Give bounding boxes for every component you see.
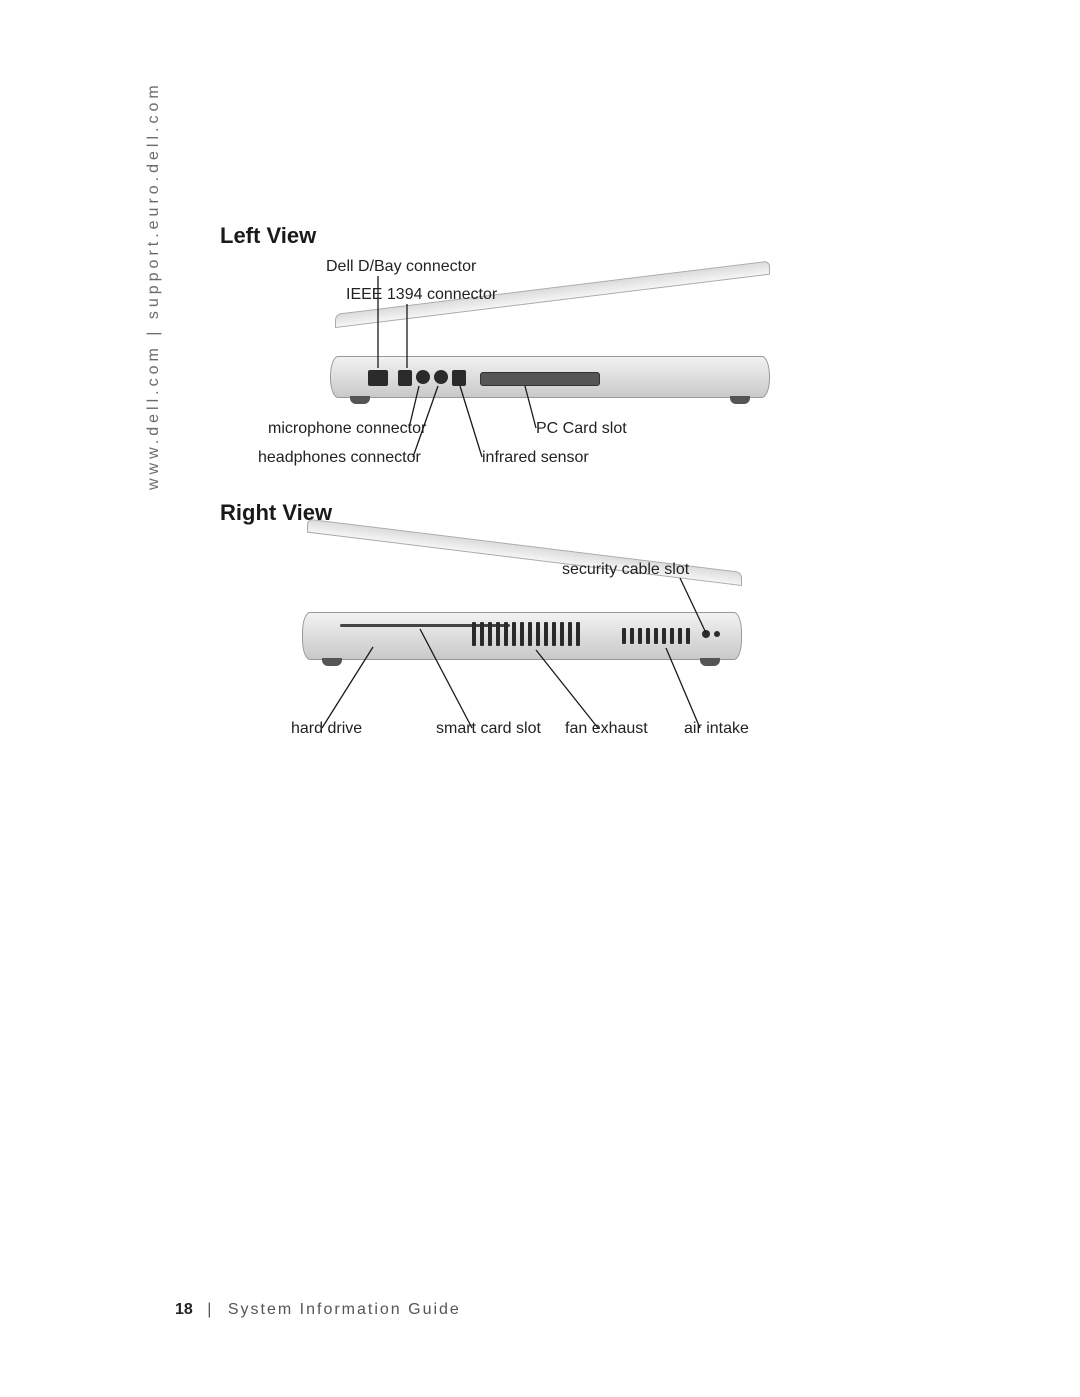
air-intake-vent xyxy=(622,628,692,644)
label-airintake: air intake xyxy=(684,720,749,738)
callout-lines-right xyxy=(0,0,1080,800)
right-view-illustration: security cable slot hard drive smart car… xyxy=(0,0,1080,800)
security-slot-dot xyxy=(702,630,710,638)
doc-title: System Information Guide xyxy=(228,1301,461,1318)
label-security: security cable slot xyxy=(562,561,689,579)
label-smartcard: smart card slot xyxy=(436,720,541,738)
laptop-foot xyxy=(322,658,342,666)
label-harddrive: hard drive xyxy=(291,720,362,738)
footer-separator: | xyxy=(207,1301,213,1318)
manual-page: www.dell.com | support.euro.dell.com Lef… xyxy=(0,0,1080,1397)
label-fanexhaust: fan exhaust xyxy=(565,720,648,738)
page-number: 18 xyxy=(175,1301,193,1318)
laptop-foot xyxy=(700,658,720,666)
fan-exhaust-vent xyxy=(472,622,582,646)
security-slot-dot xyxy=(714,631,720,637)
page-footer: 18 | System Information Guide xyxy=(175,1301,461,1319)
